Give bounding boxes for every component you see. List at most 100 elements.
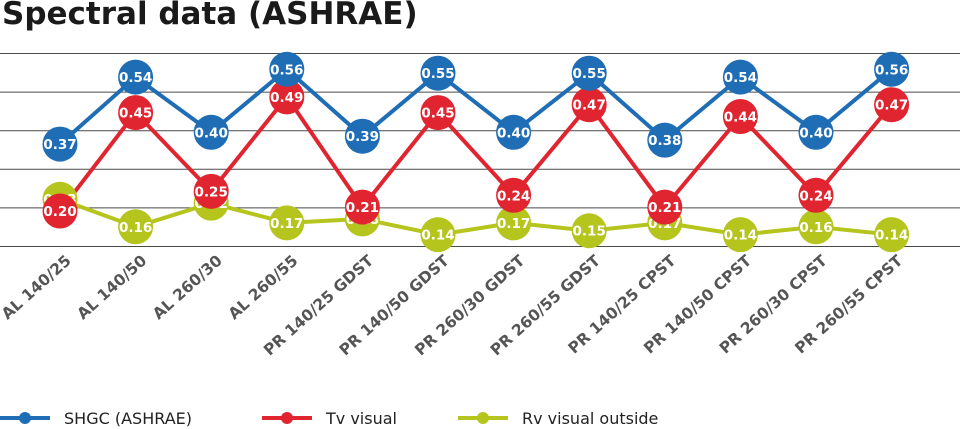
rv-visual-outside-point: 0.14	[874, 217, 910, 253]
data-label: 0.47	[573, 98, 606, 114]
shgc-ashrae-marker	[269, 51, 305, 87]
shgc-ashrae-marker	[193, 114, 229, 150]
data-label: 0.55	[421, 66, 454, 82]
x-tick-label: AL 260/55	[225, 252, 302, 323]
tv-visual-marker	[269, 79, 305, 115]
data-label: 0.54	[119, 70, 152, 86]
rv-visual-outside-marker	[571, 213, 607, 249]
rv-visual-outside-marker	[420, 217, 456, 253]
data-label: 0.17	[497, 216, 530, 232]
series-lines	[58, 67, 894, 237]
tv-visual-marker	[647, 189, 683, 225]
data-label: 0.24	[799, 188, 832, 204]
data-label: 0.56	[270, 62, 303, 78]
rv-visual-outside-marker	[722, 217, 758, 253]
data-label: 0.45	[421, 106, 454, 122]
data-points: 0.230.160.220.170.180.140.170.150.170.14…	[42, 51, 910, 253]
data-label: 0.24	[497, 188, 530, 204]
tv-visual-point: 0.47	[571, 87, 607, 123]
data-label: 0.15	[573, 224, 606, 240]
shgc-ashrae-point: 0.54	[118, 59, 154, 95]
shgc-ashrae-marker	[420, 55, 456, 91]
rv-visual-outside-point: 0.15	[571, 213, 607, 249]
data-label: 0.49	[270, 90, 303, 106]
data-label: 0.54	[724, 70, 757, 86]
legend-item-shgc-ashrae: SHGC (ASHRAE)	[0, 409, 192, 428]
tv-visual-point: 0.45	[118, 95, 154, 131]
data-label: 0.21	[648, 200, 681, 216]
tv-visual-point: 0.49	[269, 79, 305, 115]
data-label: 0.40	[497, 125, 530, 141]
rv-visual-outside-marker	[874, 217, 910, 253]
rv-visual-outside-point: 0.17	[269, 205, 305, 241]
x-tick-label: AL 140/25	[0, 252, 75, 323]
tv-visual-point: 0.20	[42, 193, 78, 229]
legend-marker	[19, 412, 31, 424]
shgc-ashrae-point: 0.40	[193, 114, 229, 150]
rv-visual-outside-marker	[496, 205, 532, 241]
rv-visual-outside-point: 0.16	[798, 209, 834, 245]
shgc-ashrae-point: 0.38	[647, 122, 683, 158]
data-label: 0.20	[43, 204, 76, 220]
legend-marker	[281, 412, 293, 424]
tv-visual-marker	[42, 193, 78, 229]
shgc-ashrae-point: 0.56	[874, 51, 910, 87]
tv-visual-marker	[344, 189, 380, 225]
grid	[0, 53, 960, 247]
rv-visual-outside-marker	[269, 205, 305, 241]
shgc-ashrae-point: 0.40	[798, 114, 834, 150]
data-label: 0.25	[195, 184, 228, 200]
data-label: 0.14	[875, 228, 908, 244]
rv-visual-outside-marker	[118, 209, 154, 245]
shgc-ashrae-marker	[344, 118, 380, 154]
data-label: 0.14	[421, 228, 454, 244]
rv-visual-outside-point: 0.16	[118, 209, 154, 245]
data-label: 0.40	[799, 125, 832, 141]
rv-visual-outside-line	[59, 197, 892, 237]
shgc-ashrae-marker	[647, 122, 683, 158]
data-label: 0.56	[875, 62, 908, 78]
tv-visual-point: 0.24	[798, 177, 834, 213]
data-label: 0.39	[346, 129, 379, 145]
tv-visual-marker	[420, 95, 456, 131]
shgc-ashrae-point: 0.55	[420, 55, 456, 91]
data-label: 0.17	[270, 216, 303, 232]
x-tick-label: AL 260/30	[149, 251, 226, 323]
shgc-ashrae-marker	[571, 55, 607, 91]
data-label: 0.55	[573, 66, 606, 82]
rv-visual-outside-point: 0.17	[496, 205, 532, 241]
shgc-ashrae-point: 0.55	[571, 55, 607, 91]
shgc-ashrae-marker	[42, 126, 78, 162]
data-label: 0.16	[119, 220, 152, 236]
data-label: 0.21	[346, 200, 379, 216]
data-label: 0.44	[724, 110, 757, 126]
data-label: 0.38	[648, 133, 681, 149]
tv-visual-marker	[571, 87, 607, 123]
shgc-ashrae-line	[58, 67, 893, 146]
rv-visual-outside-marker	[798, 209, 834, 245]
legend-item-rv-visual-outside: Rv visual outside	[458, 409, 658, 428]
tv-visual-point: 0.44	[722, 99, 758, 135]
legend-label: Tv visual	[325, 409, 397, 428]
data-label: 0.45	[119, 106, 152, 122]
rv-visual-outside-point: 0.14	[420, 217, 456, 253]
data-label: 0.47	[875, 98, 908, 114]
shgc-ashrae-point: 0.39	[344, 118, 380, 154]
tv-visual-point: 0.21	[647, 189, 683, 225]
x-tick-label: AL 140/50	[74, 251, 151, 323]
tv-visual-marker	[118, 95, 154, 131]
tv-visual-marker	[874, 87, 910, 123]
rv-visual-outside-point: 0.14	[722, 217, 758, 253]
legend-item-tv-visual: Tv visual	[262, 409, 397, 428]
tv-visual-point: 0.21	[344, 189, 380, 225]
shgc-ashrae-point: 0.56	[269, 51, 305, 87]
tv-visual-point: 0.45	[420, 95, 456, 131]
data-label: 0.16	[799, 220, 832, 236]
legend-label: Rv visual outside	[522, 409, 658, 428]
legend-label: SHGC (ASHRAE)	[64, 409, 192, 428]
tv-visual-marker	[496, 177, 532, 213]
shgc-ashrae-point: 0.40	[496, 114, 532, 150]
tv-visual-point: 0.24	[496, 177, 532, 213]
